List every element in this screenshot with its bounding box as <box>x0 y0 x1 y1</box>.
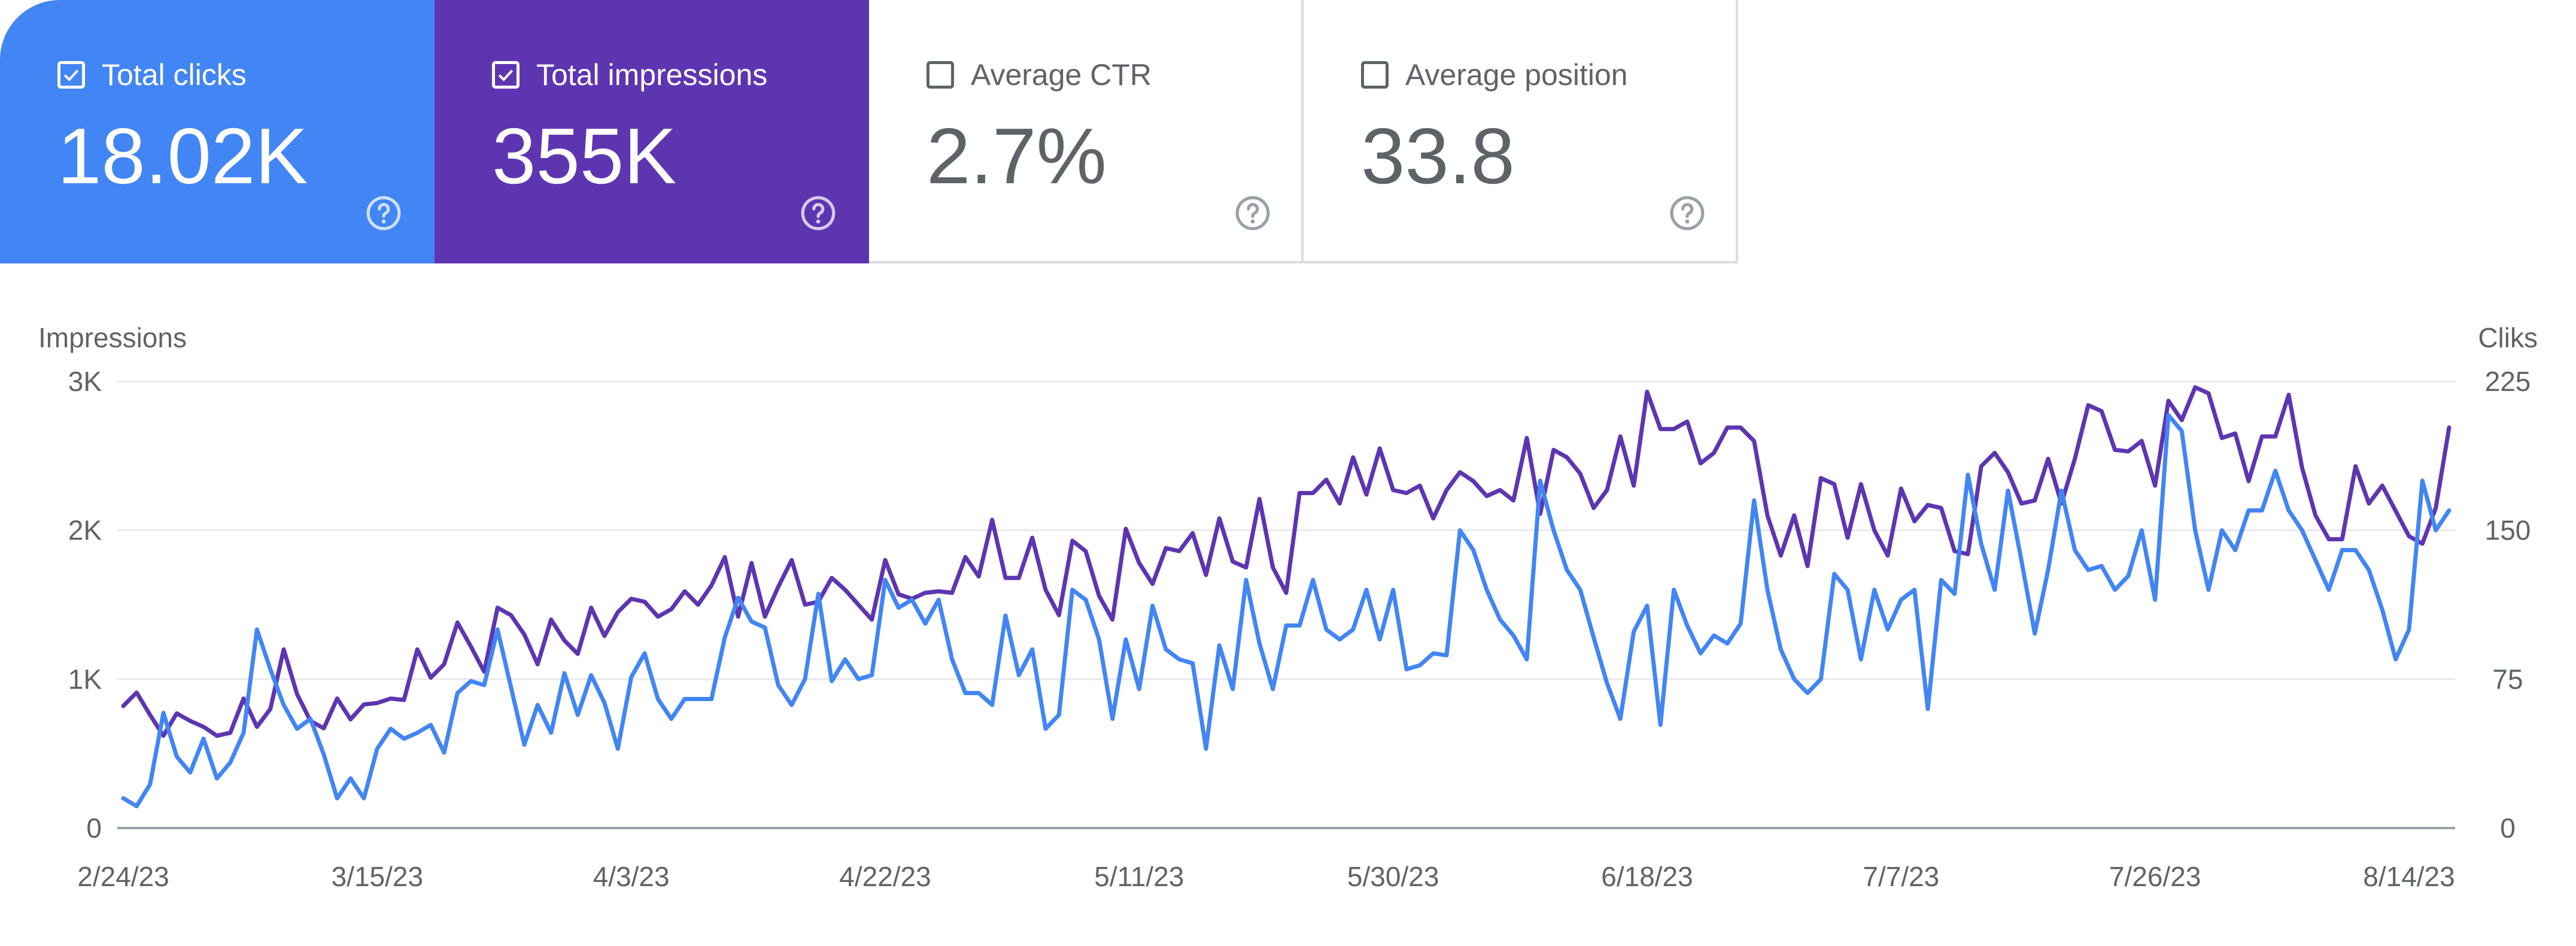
ticks-layer: 0 0 1K 75 2K 150 3K 225 2/24/23 3/15/23 4/3/23 4/22… <box>68 366 2531 892</box>
right-tick-label: 75 <box>2492 663 2523 695</box>
left-tick-label: 2K <box>68 515 102 546</box>
total-clicks-label: Total clicks <box>102 58 247 92</box>
average-position-value: 33.8 <box>1361 112 1515 200</box>
x-tick-label: 5/11/23 <box>1094 861 1184 892</box>
left-tick-label: 3K <box>68 366 102 397</box>
total-impressions-checkbox-row[interactable]: Total impressions <box>492 60 767 90</box>
x-tick-label: 8/14/23 <box>2363 861 2455 892</box>
average-ctr-card[interactable]: Average CTR 2.7% <box>869 0 1304 263</box>
grid-layer <box>117 380 2455 829</box>
performance-chart-svg: Impressions Cliks 0 0 1K 75 2K 150 3K 225 2/24/2… <box>38 322 2538 892</box>
total-clicks-value: 18.02K <box>57 112 308 200</box>
x-tick-label: 7/7/23 <box>1863 861 1939 892</box>
x-tick-label: 3/15/23 <box>332 861 423 892</box>
right-axis-title: Cliks <box>2478 322 2538 353</box>
checkbox-checked-icon[interactable] <box>492 61 520 89</box>
average-position-card[interactable]: Average position 33.8 <box>1304 0 1738 263</box>
help-circle-icon[interactable] <box>1234 195 1271 232</box>
left-axis-title: Impressions <box>38 322 187 353</box>
x-tick-label: 2/24/23 <box>77 861 169 892</box>
average-position-checkbox-row[interactable]: Average position <box>1361 60 1628 90</box>
average-ctr-value: 2.7% <box>926 112 1107 200</box>
left-tick-label: 1K <box>68 663 102 695</box>
x-tick-label: 4/3/23 <box>593 861 670 892</box>
average-position-label: Average position <box>1405 58 1628 92</box>
series-layer <box>121 385 2452 808</box>
x-tick-label: 4/22/23 <box>839 861 931 892</box>
help-circle-icon[interactable] <box>365 195 402 232</box>
x-tick-label: 5/30/23 <box>1347 861 1439 892</box>
checkbox-unchecked-icon[interactable] <box>926 61 954 89</box>
total-clicks-card[interactable]: Total clicks 18.02K <box>0 0 435 263</box>
help-circle-icon[interactable] <box>1669 195 1706 232</box>
total-impressions-label: Total impressions <box>536 58 768 92</box>
right-tick-label: 225 <box>2485 366 2531 397</box>
performance-chart: Impressions Cliks 0 0 1K 75 2K 150 3K 225 2/24/2… <box>0 299 2576 946</box>
total-impressions-card[interactable]: Total impressions 355K <box>435 0 869 263</box>
average-ctr-label: Average CTR <box>971 58 1152 92</box>
x-tick-label: 7/26/23 <box>2109 861 2201 892</box>
right-tick-label: 150 <box>2485 515 2531 546</box>
clicks-series-line <box>121 413 2452 808</box>
x-tick-label: 6/18/23 <box>1601 861 1693 892</box>
left-tick-label: 0 <box>86 812 102 844</box>
impressions-series-line <box>121 385 2452 738</box>
right-tick-label: 0 <box>2500 812 2516 844</box>
checkbox-checked-icon[interactable] <box>57 61 85 89</box>
total-clicks-checkbox-row[interactable]: Total clicks <box>57 60 247 90</box>
total-impressions-value: 355K <box>492 112 677 200</box>
metric-cards: Total clicks 18.02K Total impressions 35… <box>0 0 1738 263</box>
checkbox-unchecked-icon[interactable] <box>1361 61 1389 89</box>
average-ctr-checkbox-row[interactable]: Average CTR <box>926 60 1152 90</box>
help-circle-icon[interactable] <box>800 195 837 232</box>
